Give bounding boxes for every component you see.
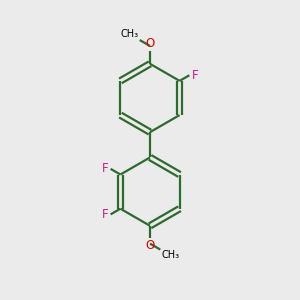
Text: F: F — [192, 69, 198, 82]
Text: CH₃: CH₃ — [162, 250, 180, 260]
Text: F: F — [102, 208, 108, 221]
Text: F: F — [102, 162, 108, 176]
Text: CH₃: CH₃ — [120, 29, 138, 39]
Text: O: O — [146, 239, 154, 252]
Text: O: O — [146, 38, 154, 50]
